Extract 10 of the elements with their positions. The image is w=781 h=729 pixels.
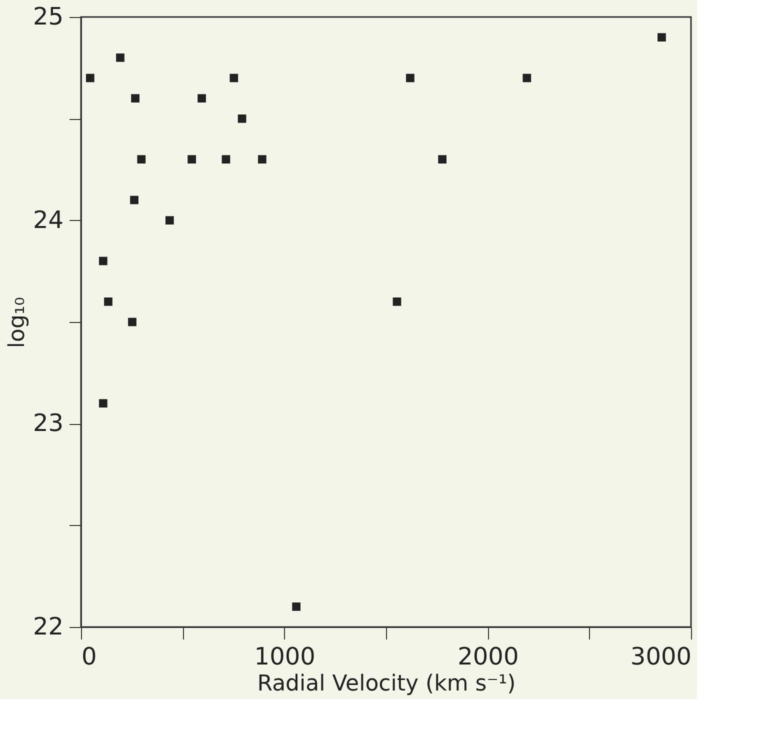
x-tick-label: 0: [82, 642, 97, 670]
y-tick-label: 25: [32, 2, 64, 30]
x-tick-label: 2000: [458, 642, 519, 670]
x-tick-label: 3000: [630, 642, 692, 670]
y-axis-title: log₁₀: [4, 296, 30, 348]
y-tick-label: 24: [32, 206, 64, 234]
y-tick-label: 22: [32, 612, 64, 640]
x-axis-title: Radial Velocity (km s⁻¹): [257, 672, 516, 696]
x-tick-label: 1000: [254, 642, 316, 670]
y-tick-label: 23: [32, 409, 64, 438]
